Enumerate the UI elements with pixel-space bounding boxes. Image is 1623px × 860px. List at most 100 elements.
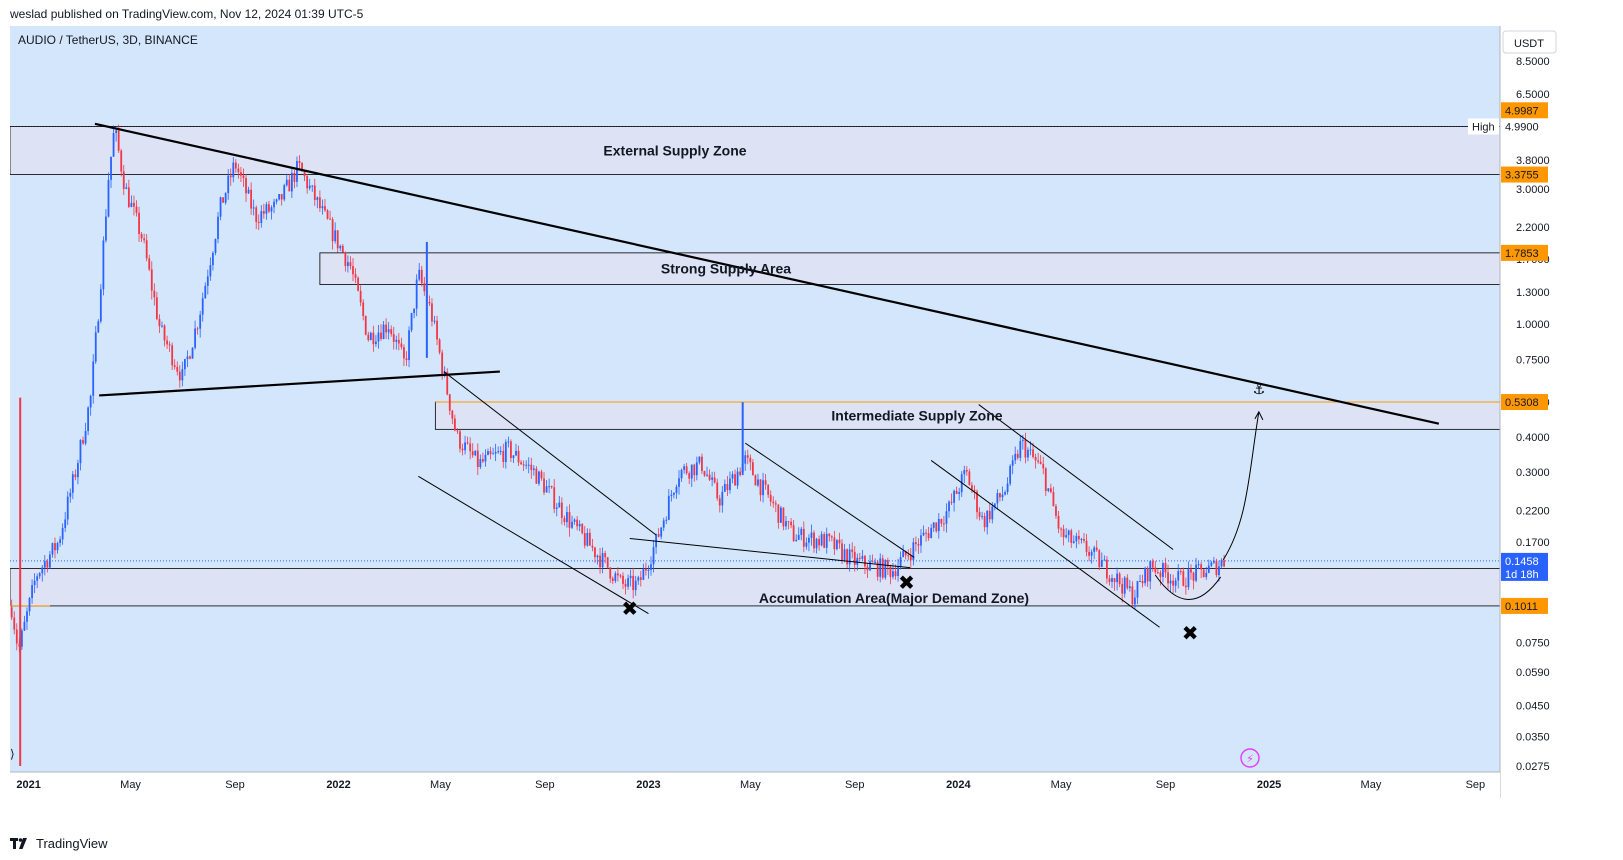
- candle-body: [242, 175, 245, 179]
- rounding-bottom-arc[interactable]: [1154, 574, 1222, 600]
- candle-body: [797, 534, 800, 540]
- trendline-channel-2024-lower[interactable]: [930, 460, 1160, 628]
- candle-body: [43, 561, 46, 568]
- candle-body: [683, 466, 686, 470]
- candle-body: [1184, 585, 1187, 588]
- publisher-line: weslad published on TradingView.com, Nov…: [10, 7, 364, 21]
- x-tick-label: Sep: [845, 779, 865, 791]
- candle-body: [214, 239, 217, 253]
- candle-body: [818, 538, 820, 546]
- y-tick-label: 0.0275: [1516, 761, 1550, 773]
- candle-body: [316, 197, 319, 201]
- lightning-icon-ring[interactable]: [1240, 748, 1260, 768]
- candle-body: [1057, 515, 1060, 529]
- candle-body: [601, 553, 604, 568]
- candle-body: [886, 560, 889, 567]
- candle-body: [1009, 465, 1012, 484]
- candle-body: [122, 171, 125, 189]
- trendline-channel-2022-lower[interactable]: [418, 475, 649, 614]
- currency-button-label[interactable]: USDT: [1514, 38, 1544, 50]
- candle-body: [606, 557, 609, 568]
- candle-body: [907, 555, 910, 557]
- candle-body: [1131, 586, 1134, 605]
- candle-body: [881, 558, 884, 578]
- price-tag[interactable]: [1501, 166, 1548, 183]
- trendline-main-descending-resistance[interactable]: [94, 122, 1440, 425]
- candle-body: [431, 303, 433, 322]
- candle-body: [1156, 572, 1159, 574]
- trendline-channel-2022-upper[interactable]: [443, 371, 657, 536]
- trendline-channel-2024-upper[interactable]: [978, 404, 1174, 550]
- supply-demand-zone[interactable]: [10, 126, 1501, 175]
- price-tag[interactable]: [1501, 244, 1548, 261]
- x-tick-label: 2022: [326, 779, 350, 791]
- price-tag[interactable]: [1501, 102, 1548, 119]
- price-tag-value: 1.7853: [1505, 248, 1539, 260]
- candle-body: [581, 523, 584, 534]
- candle-body: [920, 535, 922, 546]
- candle-body: [958, 492, 961, 494]
- candle-body: [349, 262, 352, 267]
- candle-body: [1047, 488, 1050, 492]
- candle-body: [262, 211, 265, 214]
- price-axis[interactable]: [1500, 26, 1560, 798]
- candle-body: [504, 441, 507, 463]
- price-tag[interactable]: [1501, 597, 1548, 614]
- price-tag[interactable]: [1501, 552, 1548, 581]
- candle-body: [530, 464, 533, 471]
- y-tick-label: 0.1700: [1516, 537, 1550, 549]
- supply-demand-zone[interactable]: [319, 252, 1501, 285]
- chart-area[interactable]: External Supply Zone Strong Supply Area In…: [10, 26, 1560, 798]
- candle-body: [983, 516, 986, 528]
- indicator-handle-icon[interactable]: ⟩: [10, 747, 15, 761]
- price-tag[interactable]: [1501, 118, 1548, 135]
- candle-body: [785, 521, 787, 527]
- candle-body: [380, 332, 382, 340]
- trendline-channel-2023-upper[interactable]: [744, 442, 915, 558]
- candle-body: [364, 316, 367, 335]
- candle-body: [313, 185, 316, 201]
- supply-demand-zone[interactable]: [10, 568, 1501, 607]
- lightning-icon[interactable]: ⚡: [1246, 754, 1254, 766]
- candle-body: [56, 542, 59, 551]
- candle-body: [532, 468, 535, 471]
- candle-body: [372, 332, 375, 345]
- candle-body: [566, 512, 568, 523]
- candle-body: [558, 502, 561, 508]
- candle-body: [953, 490, 955, 503]
- candle-body: [173, 365, 176, 367]
- x-tick-label: May: [1361, 779, 1382, 791]
- candle-body: [1011, 460, 1014, 466]
- candle-body: [965, 469, 968, 472]
- time-axis[interactable]: [10, 772, 1500, 798]
- price-tag[interactable]: [1501, 394, 1548, 411]
- x-tick-label: Sep: [1156, 779, 1176, 791]
- candle-body: [673, 492, 675, 495]
- candle-body: [459, 431, 461, 449]
- candle-body: [229, 175, 232, 178]
- candle-body: [1111, 578, 1113, 582]
- footer-brand[interactable]: TradingView: [36, 836, 108, 851]
- candle-body: [130, 202, 133, 207]
- tradingview-logo-icon[interactable]: [10, 837, 30, 850]
- supply-demand-zone[interactable]: [434, 401, 1501, 430]
- bottom-x-marker: ✖: [1182, 623, 1199, 645]
- candle-body: [927, 533, 930, 539]
- candle-body: [1024, 439, 1027, 458]
- candle-body: [1065, 535, 1068, 538]
- candle-body: [596, 555, 599, 558]
- candle-body: [61, 527, 64, 540]
- y-tick-label: 0.7500: [1516, 355, 1550, 367]
- candle-body: [36, 576, 39, 581]
- trendline-channel-2023-lower[interactable]: [629, 537, 910, 569]
- candle-body: [813, 532, 815, 549]
- candle-body: [217, 216, 219, 240]
- candle-body: [695, 462, 698, 476]
- candle-body: [64, 519, 67, 528]
- currency-button[interactable]: [1502, 30, 1557, 54]
- projection-curve[interactable]: [1222, 411, 1260, 561]
- candle-body: [726, 484, 729, 491]
- y-tick-label: 8.5000: [1516, 56, 1550, 68]
- trendline-support-2021-2022[interactable]: [99, 370, 500, 397]
- y-tick-label: 0.0350: [1516, 731, 1550, 743]
